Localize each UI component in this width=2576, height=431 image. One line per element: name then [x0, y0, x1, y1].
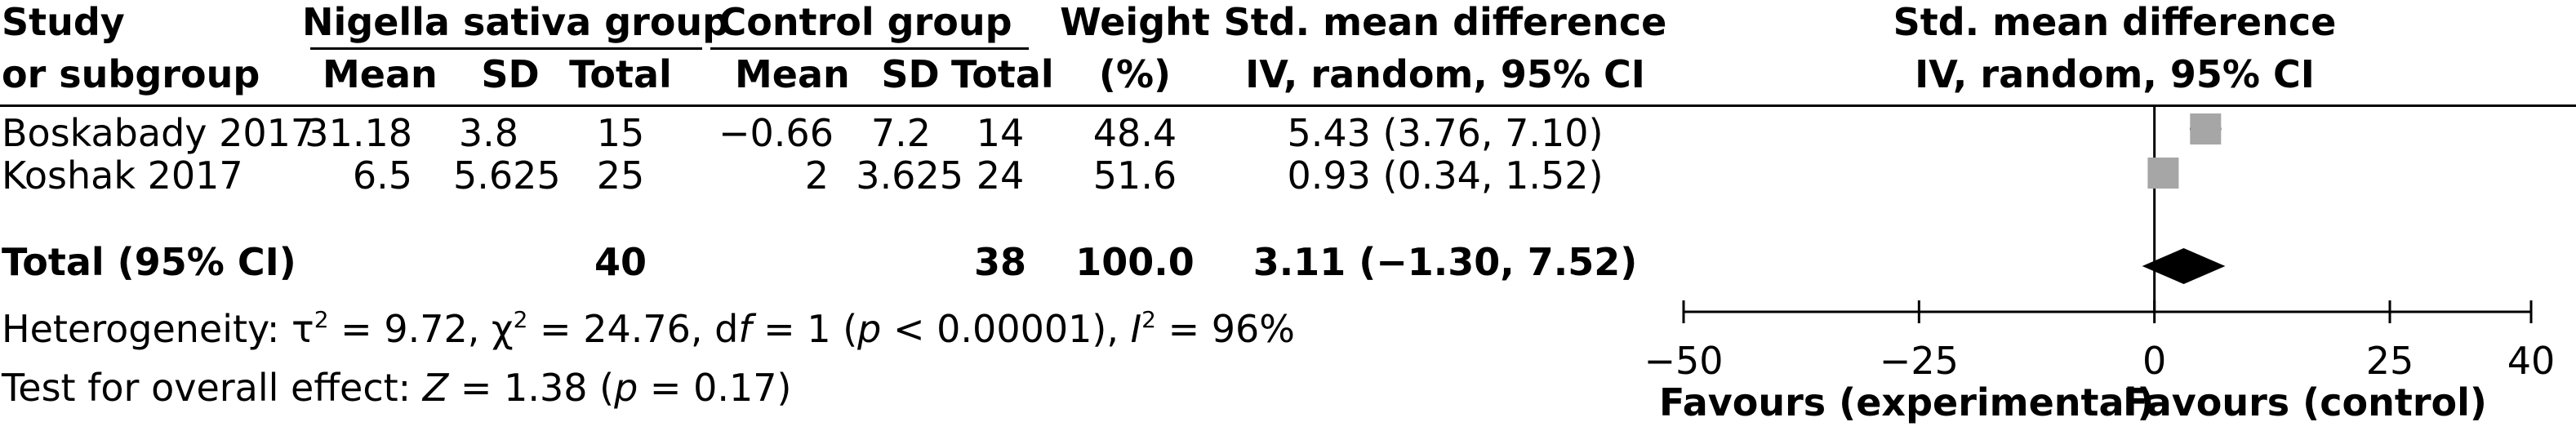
- ci-text: 5.43 (3.76, 7.10): [1287, 111, 1604, 155]
- header-plot-line1: Std. mean difference: [1893, 0, 2337, 44]
- header-control-group: Control group: [719, 0, 1012, 44]
- x-tick-label: 25: [2366, 339, 2414, 383]
- x-tick-label: −50: [1644, 339, 1723, 383]
- control-mean: 2: [804, 153, 829, 198]
- header-smd-line2: IV, random, 95% CI: [1245, 52, 1645, 96]
- favours-control-label: Favours (control): [2123, 380, 2487, 424]
- nigella-total: 15: [596, 111, 645, 155]
- study-marker: [2190, 113, 2222, 144]
- total-nigella: 40: [594, 240, 647, 284]
- x-tick-label: 0: [2142, 339, 2166, 383]
- header-nigella-underline: [310, 47, 702, 50]
- total-weight: 100.0: [1075, 240, 1195, 284]
- header-control-underline: [710, 47, 1029, 50]
- control-total: 14: [976, 111, 1025, 155]
- total-control: 38: [973, 240, 1026, 284]
- header-plot-line2: IV, random, 95% CI: [1915, 52, 2315, 96]
- total-ci-text: 3.11 (−1.30, 7.52): [1252, 240, 1638, 284]
- control-sd: 7.2: [870, 111, 931, 155]
- control-sd: 3.625: [856, 153, 963, 198]
- weight-value: 48.4: [1092, 111, 1177, 155]
- header-weight-line2: (%): [1098, 52, 1172, 96]
- header-study-line1: Study: [2, 0, 125, 44]
- header-smd-line1: Std. mean difference: [1223, 0, 1667, 44]
- header-control-sd: SD: [881, 52, 940, 96]
- nigella-mean: 6.5: [352, 153, 412, 198]
- header-weight-line1: Weight: [1060, 0, 1210, 44]
- x-tick-label: 40: [2507, 339, 2556, 383]
- header-nigella-group: Nigella sativa group: [302, 0, 730, 44]
- header-nigella-mean: Mean: [323, 52, 438, 96]
- ci-text: 0.93 (0.34, 1.52): [1287, 153, 1604, 198]
- x-tick-label: −25: [1880, 339, 1959, 383]
- study-name: Boskabady 2017: [2, 111, 315, 155]
- nigella-mean: 31.18: [305, 111, 412, 155]
- weight-value: 51.6: [1092, 153, 1177, 198]
- header-control-mean: Mean: [735, 52, 850, 96]
- control-mean: −0.66: [719, 111, 834, 155]
- total-label: Total (95% CI): [2, 240, 296, 284]
- overall-effect-text: Test for overall effect: Z = 1.38 (p = 0…: [2, 366, 792, 410]
- nigella-sd: 3.8: [458, 111, 518, 155]
- nigella-sd: 5.625: [453, 153, 561, 198]
- study-marker: [2147, 158, 2179, 189]
- favours-experimental-label: Favours (experimental): [1659, 380, 2155, 424]
- nigella-total: 25: [596, 153, 645, 198]
- pooled-diamond: [2142, 248, 2226, 284]
- study-name: Koshak 2017: [2, 153, 243, 198]
- header-control-total: Total: [951, 52, 1054, 96]
- control-total: 24: [976, 153, 1025, 198]
- heterogeneity-text: Heterogeneity: τ2 = 9.72, χ2 = 24.76, df…: [2, 306, 1296, 351]
- header-nigella-sd: SD: [481, 52, 540, 96]
- header-study-line2: or subgroup: [2, 52, 260, 96]
- header-nigella-total: Total: [569, 52, 672, 96]
- header-bottom-rule: [0, 104, 2576, 107]
